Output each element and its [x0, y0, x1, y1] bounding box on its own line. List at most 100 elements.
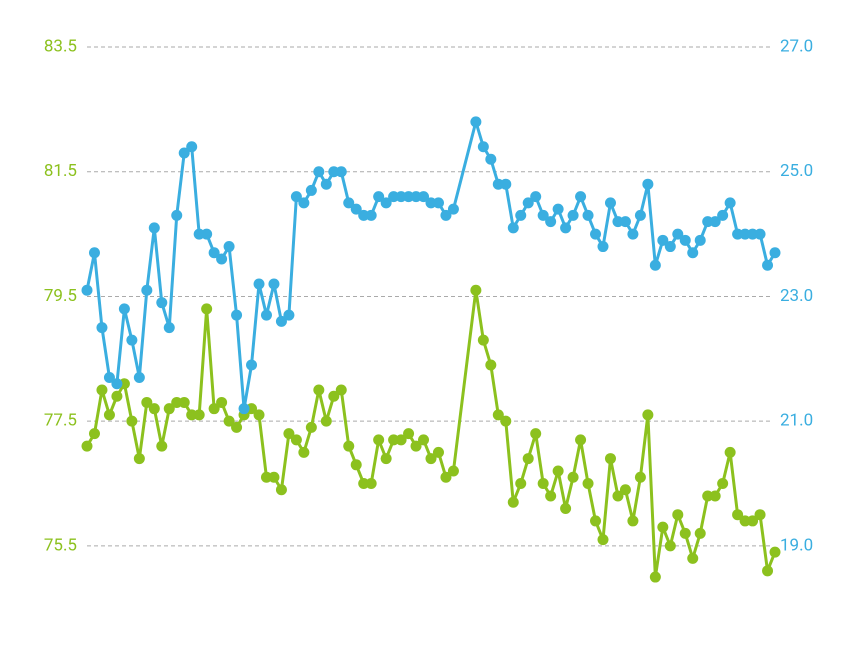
data-point — [156, 440, 168, 452]
data-point — [275, 484, 287, 496]
data-point — [373, 434, 385, 446]
data-point — [96, 384, 108, 396]
data-point — [298, 197, 310, 209]
data-point — [223, 241, 235, 253]
data-point — [769, 546, 781, 558]
data-point — [590, 228, 602, 240]
data-point — [717, 478, 729, 490]
data-point — [88, 428, 100, 440]
data-point — [305, 421, 317, 433]
data-point — [365, 209, 377, 221]
data-point — [118, 303, 130, 315]
data-point — [260, 309, 272, 321]
data-point — [447, 465, 459, 477]
data-point — [133, 453, 145, 465]
data-point — [477, 334, 489, 346]
data-point — [193, 409, 205, 421]
data-point — [694, 527, 706, 539]
data-point — [373, 191, 385, 203]
series-line — [85, 120, 777, 411]
data-point — [216, 396, 228, 408]
series-line — [85, 288, 777, 579]
data-point — [156, 297, 168, 309]
data-point — [560, 502, 572, 514]
data-point — [313, 166, 325, 178]
data-point — [380, 197, 392, 209]
data-point — [343, 197, 355, 209]
data-point — [679, 527, 691, 539]
data-point — [672, 228, 684, 240]
data-point — [664, 241, 676, 253]
data-point — [679, 234, 691, 246]
data-point — [335, 166, 347, 178]
data-point — [634, 471, 646, 483]
data-point — [133, 372, 145, 384]
y2-tick-label: 21.0 — [780, 411, 813, 431]
data-point — [619, 484, 631, 496]
data-point — [485, 153, 497, 165]
data-point — [567, 209, 579, 221]
data-point — [537, 209, 549, 221]
data-point — [380, 453, 392, 465]
data-point — [231, 421, 243, 433]
data-point — [268, 278, 280, 290]
y-tick-label: 79.5 — [44, 286, 77, 306]
data-point — [507, 496, 519, 508]
data-point — [148, 222, 160, 234]
data-point — [238, 403, 250, 415]
data-point — [537, 478, 549, 490]
data-point — [769, 247, 781, 259]
data-point — [148, 403, 160, 415]
data-point — [201, 228, 213, 240]
data-point — [350, 203, 362, 215]
data-point — [246, 359, 258, 371]
data-point — [320, 415, 332, 427]
data-point — [657, 521, 669, 533]
data-point — [290, 434, 302, 446]
data-point — [627, 228, 639, 240]
data-point — [103, 372, 115, 384]
data-point — [732, 509, 744, 521]
data-point — [283, 428, 295, 440]
data-point — [642, 409, 654, 421]
data-point — [530, 191, 542, 203]
data-point — [410, 440, 422, 452]
y-tick-label: 77.5 — [44, 411, 77, 431]
data-point — [597, 241, 609, 253]
y2-tick-label: 25.0 — [780, 161, 813, 181]
data-point — [283, 309, 295, 321]
data-point — [582, 478, 594, 490]
data-point — [163, 322, 175, 334]
data-point — [268, 471, 280, 483]
data-point — [208, 403, 220, 415]
data-point — [343, 440, 355, 452]
data-point — [216, 253, 228, 265]
data-point — [223, 415, 235, 427]
data-point — [253, 409, 265, 421]
data-point — [657, 234, 669, 246]
data-point — [604, 453, 616, 465]
data-point — [709, 216, 721, 228]
data-point — [365, 478, 377, 490]
data-point — [582, 209, 594, 221]
data-point — [709, 490, 721, 502]
data-point — [88, 247, 100, 259]
data-point — [604, 197, 616, 209]
data-point — [754, 509, 766, 521]
data-point — [313, 384, 325, 396]
data-point — [126, 334, 138, 346]
data-point — [103, 409, 115, 421]
data-point — [522, 453, 534, 465]
data-point — [328, 390, 340, 402]
data-point — [545, 490, 557, 502]
data-point — [642, 178, 654, 190]
data-point — [163, 403, 175, 415]
data-point — [754, 228, 766, 240]
data-point — [530, 428, 542, 440]
data-point — [178, 396, 190, 408]
data-point — [694, 234, 706, 246]
data-point — [470, 284, 482, 296]
data-point — [664, 540, 676, 552]
data-point — [305, 184, 317, 196]
data-point — [126, 415, 138, 427]
